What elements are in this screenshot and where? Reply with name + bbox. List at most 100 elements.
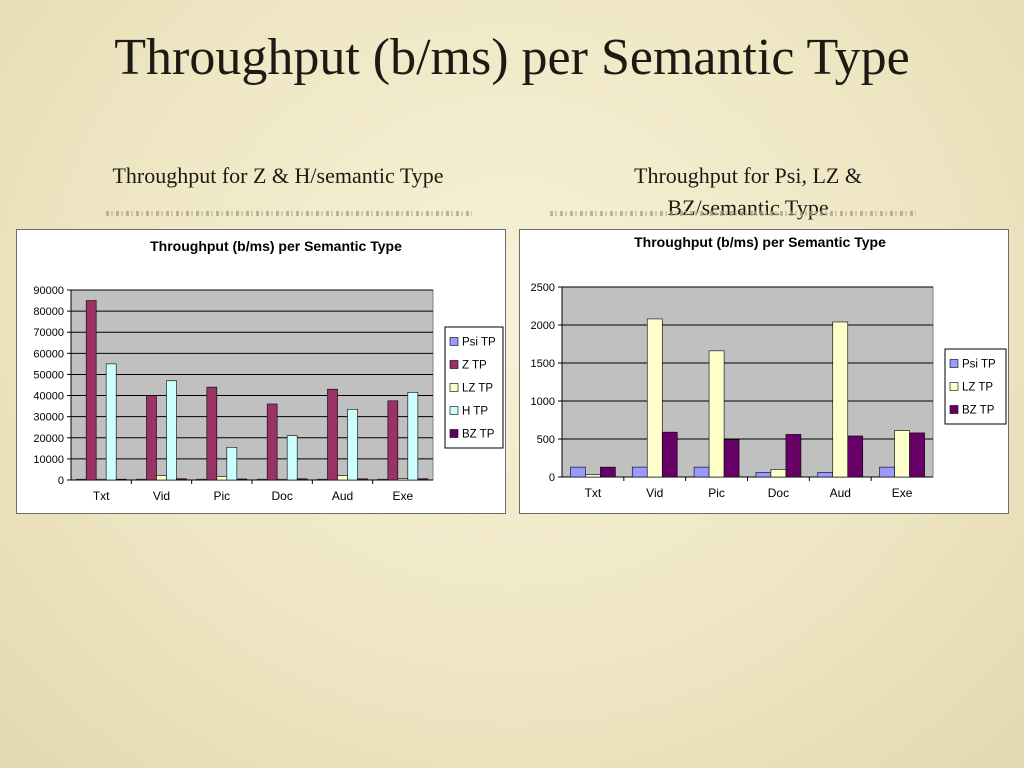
chart-left-y-tick-label: 70000 (33, 327, 64, 339)
chart-right-x-tick-label: Doc (768, 486, 789, 500)
chart-left-bar (146, 395, 157, 481)
chart-right-y-tick-label: 0 (549, 472, 555, 484)
chart-right-x-tick-label: Exe (892, 486, 913, 500)
chart-right-bar (708, 350, 725, 478)
chart-left-bar (75, 478, 87, 481)
chart-left-bar (105, 363, 117, 481)
chart-right-legend-label: BZ TP (962, 405, 995, 417)
chart-right-bar (600, 466, 616, 478)
chart-right-bar (755, 472, 772, 478)
chart-left-bar (95, 478, 107, 481)
divider-right (550, 211, 916, 216)
chart-right-bar (909, 432, 925, 478)
chart-right-title: Throughput (b/ms) per Semantic Type (634, 234, 886, 250)
chart-left-x-tick-label: Pic (213, 489, 230, 503)
chart-right-bar (785, 434, 802, 478)
chart-left-x-tick-label: Aud (332, 489, 353, 503)
chart-right-legend-swatch (949, 359, 959, 368)
chart-right-bar (879, 466, 895, 478)
chart-left-bar (286, 435, 298, 481)
chart-left: Throughput (b/ms) per Semantic Type 0 1000… (16, 229, 506, 514)
chart-left-y-tick-label: 80000 (33, 306, 64, 318)
chart-right-legend-swatch (949, 405, 959, 414)
chart-right-bar (817, 472, 834, 478)
chart-left-y-tick-label: 0 (58, 475, 64, 487)
chart-left-bar (196, 478, 208, 481)
chart-right-bar (585, 474, 601, 478)
chart-left-bar (166, 380, 177, 481)
chart-left-bar (327, 388, 338, 481)
chart-left-x-tick-label: Txt (93, 489, 110, 503)
chart-left-bar (176, 478, 187, 481)
chart-right-bar (723, 439, 740, 478)
chart-right-bar (631, 466, 648, 478)
chart-right-y-tick-label: 1500 (531, 358, 555, 370)
subtitle-left: Throughput for Z & H/semantic Type (112, 163, 444, 188)
chart-left-x-tick-label: Exe (392, 489, 413, 503)
chart-right-bar (832, 321, 849, 478)
chart-right-bar (894, 430, 910, 478)
chart-right-legend-label: Psi TP (962, 359, 996, 371)
chart-right-bar (693, 466, 710, 478)
slide-title: Throughput (b/ms) per Semantic Type (114, 29, 910, 86)
chart-right-legend-label: LZ TP (962, 382, 993, 394)
chart-left-bar (397, 478, 409, 481)
chart-left-bar (337, 475, 348, 481)
chart-right-plot-area (561, 286, 934, 478)
chart-left-bar (296, 478, 308, 481)
chart-left-bar (156, 475, 167, 481)
chart-left-bar (347, 408, 358, 481)
chart-left-y-tick-label: 60000 (33, 348, 64, 360)
chart-left-svg: Throughput (b/ms) per Semantic Type 0 1000… (33, 238, 504, 503)
chart-left-bar (136, 478, 147, 481)
chart-left-bar (85, 300, 97, 481)
chart-left-legend-swatch (449, 429, 459, 438)
chart-right-x-tick-label: Pic (708, 486, 725, 500)
chart-left-bar (206, 386, 218, 481)
chart-right-bar (570, 466, 586, 478)
chart-left-y-tick-label: 30000 (33, 412, 64, 424)
chart-right-bar (661, 431, 678, 478)
chart-left-legend-swatch (449, 360, 459, 369)
chart-left-bar (417, 478, 429, 481)
chart-right-x-tick-label: Txt (585, 486, 602, 500)
chart-left-bar (276, 478, 288, 481)
chart-left-y-tick-label: 50000 (33, 369, 64, 381)
chart-right-bar (770, 469, 787, 478)
chart-left-y-tick-label: 90000 (33, 285, 64, 297)
chart-left-x-tick-label: Doc (271, 489, 292, 503)
chart-left-bar (256, 478, 268, 481)
chart-left-y-tick-label: 20000 (33, 433, 64, 445)
chart-left-bar (115, 478, 127, 481)
chart-right-y-tick-label: 500 (537, 434, 555, 446)
chart-left-bar (317, 478, 328, 481)
chart-right-x-tick-label: Aud (830, 486, 851, 500)
chart-left-legend-swatch (449, 406, 459, 415)
chart-left-plot-area (70, 289, 434, 481)
chart-left-bar (216, 476, 228, 481)
chart-right: Throughput (b/ms) per Semantic Type 0 500 1… (519, 229, 1009, 514)
chart-left-y-tick-label: 10000 (33, 454, 64, 466)
chart-left-legend-swatch (449, 383, 459, 392)
chart-left-bar (226, 446, 238, 481)
chart-left-legend-label: Z TP (462, 360, 487, 372)
chart-right-y-tick-label: 2000 (531, 320, 555, 332)
chart-left-legend-label: H TP (462, 406, 488, 418)
chart-left-bar (387, 400, 399, 481)
chart-left-x-tick-label: Vid (153, 489, 170, 503)
chart-right-y-tick-label: 1000 (531, 396, 555, 408)
chart-left-legend-label: BZ TP (462, 429, 495, 441)
chart-right-x-tick-label: Vid (646, 486, 663, 500)
chart-left-y-tick-label: 40000 (33, 391, 64, 403)
chart-left-bar (357, 478, 368, 481)
chart-right-svg: Throughput (b/ms) per Semantic Type 0 500 1… (531, 234, 1007, 500)
chart-left-bar (266, 403, 278, 481)
chart-right-bar (646, 318, 663, 478)
chart-right-bar (847, 435, 864, 478)
chart-left-bar (407, 392, 419, 481)
chart-left-bar (377, 478, 389, 481)
chart-left-title: Throughput (b/ms) per Semantic Type (150, 238, 402, 254)
subtitle-right: Throughput for Psi, LZ & BZ/semantic Typ… (634, 163, 862, 220)
chart-left-legend-label: LZ TP (462, 383, 493, 395)
chart-right-legend-swatch (949, 382, 959, 391)
